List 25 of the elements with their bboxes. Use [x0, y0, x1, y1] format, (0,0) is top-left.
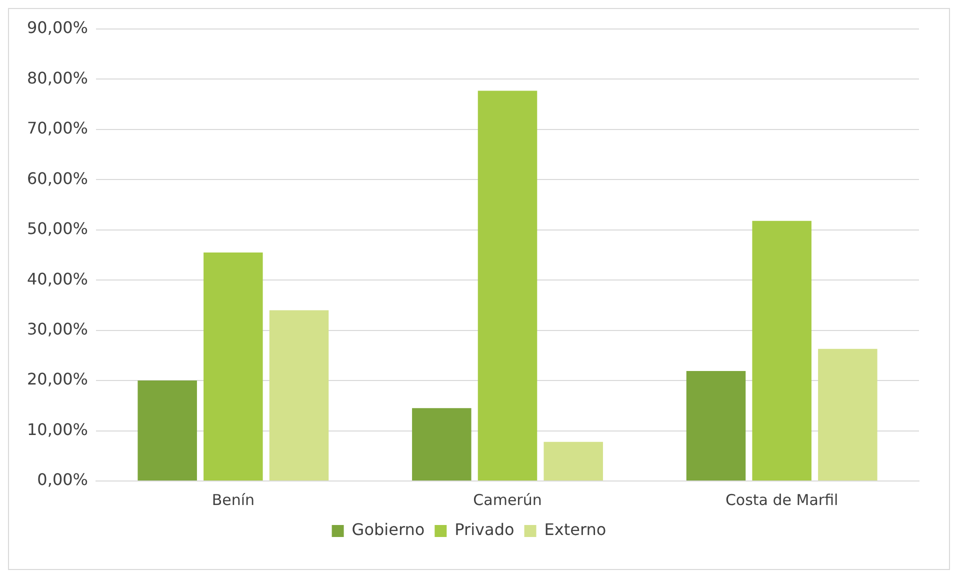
x-tick-label: Camerún: [473, 490, 542, 509]
x-tick-label: Costa de Marfil: [725, 490, 838, 509]
bar: [544, 442, 603, 480]
bar: [269, 310, 329, 480]
y-tick-label: 10,00%: [26, 420, 88, 439]
legend-label: Externo: [544, 520, 606, 540]
y-tick-label: 30,00%: [26, 319, 88, 338]
bar: [204, 252, 263, 480]
bar: [752, 220, 812, 480]
y-tick-label: 0,00%: [37, 470, 88, 490]
y-tick-label: 50,00%: [26, 219, 88, 238]
legend-label: Privado: [454, 520, 514, 540]
bar: [686, 371, 746, 480]
bar: [478, 90, 538, 480]
y-tick-label: 40,00%: [26, 269, 88, 288]
bar: [412, 408, 472, 480]
legend-label: Gobierno: [352, 520, 425, 540]
y-tick-label: 80,00%: [26, 68, 88, 88]
bar: [138, 380, 197, 480]
y-tick-label: 90,00%: [26, 18, 88, 38]
bar: [818, 348, 878, 480]
y-tick-label: 20,00%: [26, 370, 88, 389]
y-tick-label: 70,00%: [26, 118, 88, 138]
x-tick-label: Benín: [212, 490, 255, 509]
y-tick-label: 60,00%: [26, 168, 88, 188]
